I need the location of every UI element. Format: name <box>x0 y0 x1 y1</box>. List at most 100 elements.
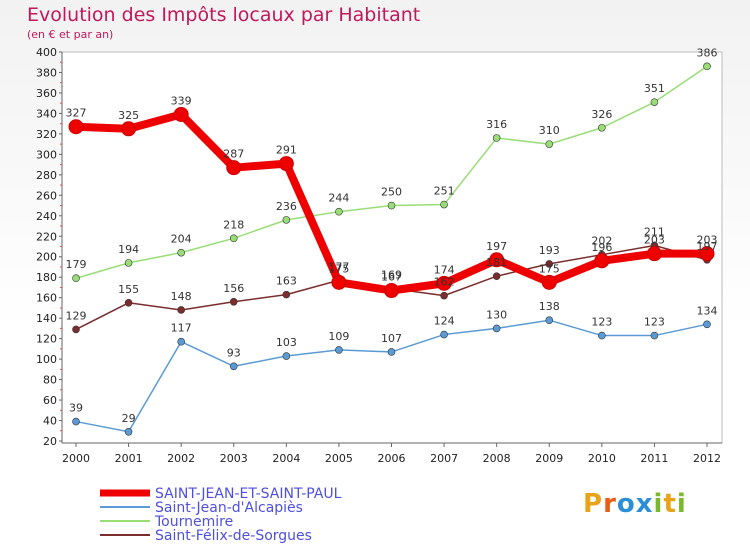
data-label: 181 <box>486 256 507 269</box>
data-label: 162 <box>434 276 455 289</box>
data-point <box>492 272 501 280</box>
data-point <box>177 306 185 314</box>
data-label: 197 <box>697 240 718 253</box>
y-tick-label: 180 <box>36 271 57 284</box>
y-tick-label: 60 <box>43 394 57 407</box>
data-label: 167 <box>381 271 402 284</box>
legend-item: Saint-Félix-de-Sorgues <box>155 528 312 544</box>
data-point <box>646 246 662 262</box>
x-tick-label: 2009 <box>535 452 563 465</box>
y-tick-label: 160 <box>36 292 57 305</box>
data-point <box>72 417 80 426</box>
y-tick-label: 260 <box>36 189 57 202</box>
x-tick-label: 2000 <box>62 452 90 465</box>
data-label: 339 <box>171 94 192 107</box>
data-label: 175 <box>328 262 349 275</box>
legend-item: SAINT-JEAN-ET-SAINT-PAUL <box>155 486 342 502</box>
data-point <box>72 274 80 283</box>
data-point <box>121 121 137 137</box>
data-label: 327 <box>66 107 87 120</box>
data-label: 316 <box>486 118 507 131</box>
data-label: 202 <box>591 235 612 248</box>
data-label: 194 <box>118 243 139 256</box>
data-point <box>440 291 448 300</box>
y-tick-label: 20 <box>43 435 57 448</box>
data-point <box>703 320 711 329</box>
data-point <box>650 331 659 340</box>
data-point <box>278 156 294 172</box>
logo-letter: r <box>603 489 617 519</box>
data-label: 218 <box>223 218 244 231</box>
data-point <box>489 252 505 268</box>
data-label: 291 <box>276 144 297 157</box>
data-label: 103 <box>276 336 297 349</box>
data-point <box>650 98 659 106</box>
data-label: 177 <box>328 260 349 273</box>
data-point <box>598 331 606 340</box>
y-tick-label: 340 <box>36 107 57 120</box>
y-tick-label: 380 <box>36 66 57 79</box>
data-point <box>177 337 185 346</box>
y-tick-label: 400 <box>36 46 57 59</box>
data-point <box>440 330 448 339</box>
data-label: 196 <box>591 241 612 254</box>
data-point <box>699 246 715 262</box>
data-label: 325 <box>118 109 139 122</box>
data-label: 251 <box>434 185 455 198</box>
data-label: 287 <box>223 148 244 161</box>
data-label: 148 <box>171 290 192 303</box>
y-tick-label: 200 <box>36 251 57 264</box>
data-label: 236 <box>276 200 297 213</box>
logo-letter: i <box>653 489 664 519</box>
proxiti-logo: Proxiti <box>583 489 687 519</box>
data-point <box>545 316 554 325</box>
chart-subtitle: (en € et par an) <box>27 28 114 41</box>
data-label: 175 <box>539 262 560 275</box>
plot-frame <box>61 51 723 444</box>
data-point <box>492 134 501 142</box>
data-point <box>282 352 291 360</box>
x-tick-label: 2007 <box>430 452 458 465</box>
data-label: 193 <box>539 244 560 257</box>
x-tick-label: 2002 <box>167 452 195 465</box>
data-label: 156 <box>223 282 244 295</box>
data-label: 244 <box>328 192 349 205</box>
x-tick-label: 2004 <box>272 452 300 465</box>
data-point <box>545 140 554 148</box>
logo-letter: P <box>583 489 604 519</box>
data-point <box>492 324 501 333</box>
logo-letter: i <box>676 489 687 519</box>
y-tick-label: 100 <box>36 353 57 366</box>
data-label: 386 <box>697 46 718 59</box>
data-label: 197 <box>486 240 507 253</box>
data-label: 179 <box>66 258 87 271</box>
data-label: 250 <box>381 186 402 199</box>
chart-title: Evolution des Impôts locaux par Habitant <box>27 4 421 26</box>
data-point <box>229 362 238 371</box>
data-label: 107 <box>381 332 402 345</box>
x-tick-label: 2011 <box>640 452 668 465</box>
data-point <box>594 253 610 269</box>
data-point <box>173 106 189 122</box>
data-point <box>124 427 133 436</box>
y-tick-label: 300 <box>36 148 57 161</box>
data-label: 326 <box>591 108 612 121</box>
data-point <box>331 274 347 290</box>
logo-letter: o <box>616 489 636 519</box>
data-point <box>282 290 291 299</box>
data-point <box>72 325 80 334</box>
data-label: 124 <box>434 315 455 328</box>
data-label: 134 <box>697 304 718 317</box>
data-point <box>703 62 711 71</box>
y-tick-label: 80 <box>43 374 57 387</box>
x-tick-label: 2003 <box>220 452 248 465</box>
y-tick-label: 360 <box>36 87 57 100</box>
data-label: 169 <box>381 268 402 281</box>
data-label: 138 <box>539 300 560 313</box>
data-point <box>436 275 452 291</box>
y-tick-label: 220 <box>36 230 57 243</box>
data-label: 109 <box>328 330 349 343</box>
data-label: 155 <box>118 283 139 296</box>
x-tick-label: 2006 <box>378 452 406 465</box>
